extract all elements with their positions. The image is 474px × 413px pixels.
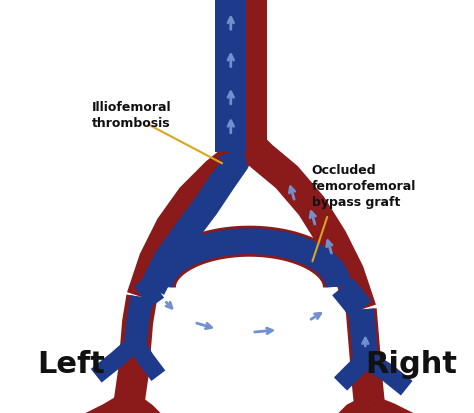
Polygon shape [134, 276, 164, 308]
Polygon shape [232, 0, 267, 145]
Polygon shape [346, 309, 385, 406]
Polygon shape [353, 402, 377, 413]
Polygon shape [238, 133, 376, 315]
Polygon shape [334, 353, 372, 391]
Polygon shape [215, 0, 246, 153]
Polygon shape [128, 338, 165, 381]
Polygon shape [114, 295, 157, 403]
Polygon shape [79, 392, 135, 413]
Polygon shape [123, 392, 165, 413]
Text: Illiofemoral
thrombosis: Illiofemoral thrombosis [92, 101, 172, 130]
Polygon shape [361, 351, 412, 396]
Polygon shape [147, 229, 351, 288]
Polygon shape [140, 149, 248, 295]
Polygon shape [127, 133, 260, 302]
Text: Occluded
femorofemoral
bypass graft: Occluded femorofemoral bypass graft [311, 164, 416, 208]
Polygon shape [348, 309, 378, 361]
Polygon shape [332, 278, 372, 318]
Polygon shape [124, 295, 153, 344]
Polygon shape [121, 399, 146, 413]
Polygon shape [365, 395, 419, 413]
Polygon shape [333, 396, 374, 413]
Text: Left: Left [37, 349, 105, 378]
Polygon shape [91, 336, 141, 382]
Text: Right: Right [365, 349, 457, 378]
Polygon shape [145, 226, 354, 288]
